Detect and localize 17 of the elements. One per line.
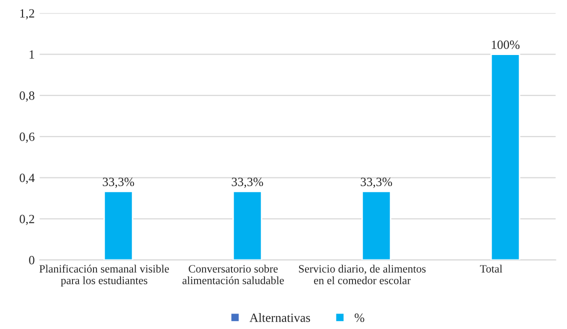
y-tick-label: 1 (30, 50, 34, 59)
x-tick-label: Conversatorio sobre alimentación saludable (182, 264, 284, 284)
y-tick-label: 1,2 (20, 9, 34, 20)
data-label: 100% (492, 40, 520, 50)
x-tick-label: Planificación semanal visible para los estudiantes (39, 264, 169, 286)
legend-label: Alternativas (250, 313, 310, 322)
x-tick-label: Total (480, 264, 502, 273)
data-label: 33,3% (102, 178, 134, 188)
data-label: 33,3% (360, 178, 392, 188)
data-label: 33,3% (232, 178, 264, 188)
y-tick-label: 0,2 (20, 214, 34, 226)
legend-label: % (354, 314, 364, 322)
x-tick-label: Servicio diario, de alimentos en el comedor escolar (299, 264, 426, 284)
y-tick-label: 0,6 (20, 132, 34, 143)
y-tick-label: 0,8 (20, 91, 34, 102)
y-tick-label: 0,4 (20, 174, 35, 184)
y-tick-label: 0 (29, 256, 34, 264)
